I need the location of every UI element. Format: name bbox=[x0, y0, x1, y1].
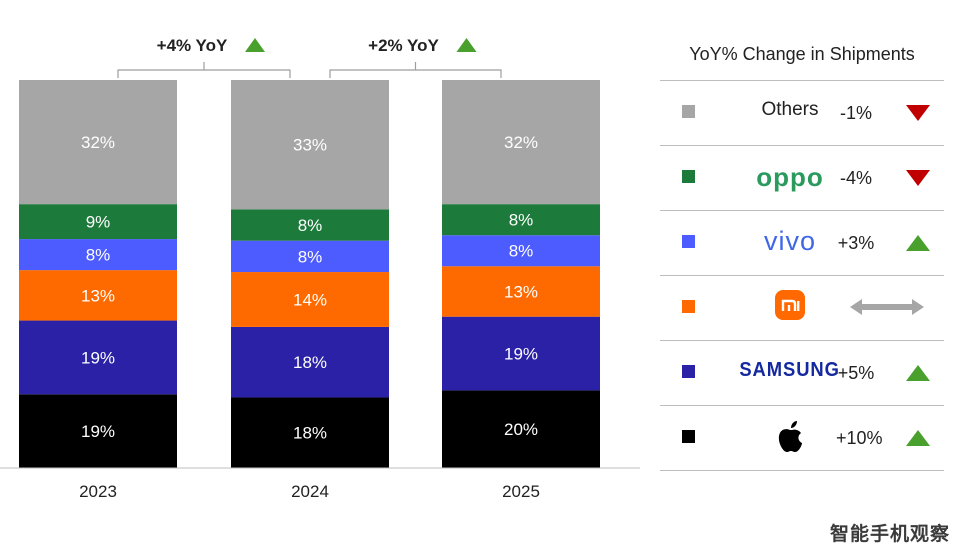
segment-label: 32% bbox=[504, 133, 538, 152]
bar-segment-apple-2024 bbox=[231, 397, 389, 468]
legend-brand-vivo: vivo bbox=[720, 226, 860, 257]
double-arrow-icon bbox=[850, 298, 924, 321]
bars: 19% 19% 13% 8% 9% 32% 18% 18% 14% 8% 8% 33% 20% 19% 13… bbox=[19, 80, 600, 468]
legend-swatch bbox=[682, 105, 695, 118]
bar-segment-oppo-2024 bbox=[231, 209, 389, 241]
up-triangle-icon bbox=[906, 363, 930, 388]
legend-row: oppo -4% bbox=[660, 145, 944, 210]
segment-label: 19% bbox=[504, 345, 538, 364]
legend-brand-oppo: oppo bbox=[720, 162, 860, 193]
bar-segment-apple-2023 bbox=[19, 394, 177, 468]
xiaomi-logo-icon bbox=[775, 290, 805, 320]
bar-segment-others-2023 bbox=[19, 80, 177, 205]
legend-change-value: -4% bbox=[839, 168, 872, 188]
up-triangle-icon bbox=[906, 233, 930, 258]
up-triangle-icon bbox=[906, 428, 930, 453]
legend-brand-apple bbox=[720, 419, 860, 460]
stacked-bar-chart: +4% YoY +2% YoY 19% 19% 13% 8% 9% 32% 18% 18% 14%… bbox=[0, 36, 640, 501]
up-triangle-icon bbox=[245, 38, 265, 52]
legend-swatch bbox=[682, 300, 695, 313]
legend-change-value: +10% bbox=[836, 428, 883, 448]
legend-row: +10% bbox=[660, 405, 944, 471]
bar-segment-vivo-2025 bbox=[442, 235, 600, 267]
bar-segment-apple-2025 bbox=[442, 390, 600, 468]
apple-logo-icon bbox=[778, 421, 802, 452]
bar-segment-others-2025 bbox=[442, 80, 600, 205]
legend-swatch bbox=[682, 235, 695, 248]
legend-row: SAMSUNG +5% bbox=[660, 340, 944, 405]
bar-segment-samsung-2024 bbox=[231, 326, 389, 398]
x-tick-label-2023: 2023 bbox=[79, 482, 117, 501]
bar-segment-xiaomi-2025 bbox=[442, 266, 600, 317]
segment-label: 19% bbox=[81, 422, 115, 441]
segment-label: 19% bbox=[81, 348, 115, 367]
segment-label: 8% bbox=[298, 247, 323, 266]
segment-label: 8% bbox=[298, 216, 323, 235]
bar-segment-others-2024 bbox=[231, 80, 389, 210]
legend-change-value: -1% bbox=[839, 103, 872, 123]
bar-segment-xiaomi-2023 bbox=[19, 270, 177, 321]
legend-change-value: +5% bbox=[837, 363, 875, 383]
legend-brand-text: Others bbox=[761, 99, 819, 120]
segment-label: 18% bbox=[293, 424, 327, 443]
segment-label: 32% bbox=[81, 133, 115, 152]
legend-title: YoY% Change in Shipments bbox=[689, 44, 915, 64]
segment-label: 13% bbox=[504, 282, 538, 301]
down-triangle-icon bbox=[906, 103, 930, 128]
yoy-brackets: +4% YoY +2% YoY bbox=[117, 36, 502, 78]
legend-row: vivo +3% bbox=[660, 210, 944, 275]
samsung-logo: SAMSUNG bbox=[739, 359, 841, 381]
legend-brand-xiaomi bbox=[720, 290, 860, 325]
oppo-logo: oppo bbox=[756, 162, 824, 192]
legend-brand-samsung: SAMSUNG bbox=[720, 359, 860, 382]
segment-label: 8% bbox=[509, 211, 534, 230]
segment-label: 8% bbox=[86, 246, 111, 265]
x-tick-label-2025: 2025 bbox=[502, 482, 540, 501]
legend-change-value: +3% bbox=[837, 233, 875, 253]
vivo-logo: vivo bbox=[763, 226, 816, 256]
segment-label: 18% bbox=[293, 353, 327, 372]
segment-label: 8% bbox=[509, 242, 534, 261]
segment-label: 13% bbox=[81, 286, 115, 305]
segment-label: 33% bbox=[293, 136, 327, 155]
bar-segment-oppo-2025 bbox=[442, 204, 600, 236]
legend-row bbox=[660, 275, 944, 340]
x-axis-labels: 2023 2024 2025 bbox=[79, 482, 540, 501]
yoy-bracket-line bbox=[329, 62, 502, 78]
down-triangle-icon bbox=[906, 168, 930, 193]
segment-label: 20% bbox=[504, 420, 538, 439]
bar-segment-xiaomi-2024 bbox=[231, 272, 389, 327]
bar-segment-vivo-2023 bbox=[19, 239, 177, 271]
yoy-bracket-line bbox=[117, 62, 291, 78]
segment-label: 14% bbox=[293, 290, 327, 309]
watermark-text: 智能手机观察 bbox=[829, 524, 950, 545]
bar-segment-vivo-2024 bbox=[231, 240, 389, 273]
up-triangle-icon bbox=[456, 38, 477, 52]
bar-segment-oppo-2023 bbox=[19, 204, 177, 240]
bar-segment-samsung-2023 bbox=[19, 320, 177, 395]
legend-swatch bbox=[682, 430, 695, 443]
yoy-label: +4% YoY bbox=[157, 36, 228, 55]
legend-swatch bbox=[682, 170, 695, 183]
x-tick-label-2024: 2024 bbox=[291, 482, 329, 501]
yoy-label: +2% YoY bbox=[368, 36, 439, 55]
legend-row: Others -1% bbox=[660, 80, 944, 145]
segment-label: 9% bbox=[86, 213, 111, 232]
legend-swatch bbox=[682, 365, 695, 378]
bar-segment-samsung-2025 bbox=[442, 316, 600, 391]
